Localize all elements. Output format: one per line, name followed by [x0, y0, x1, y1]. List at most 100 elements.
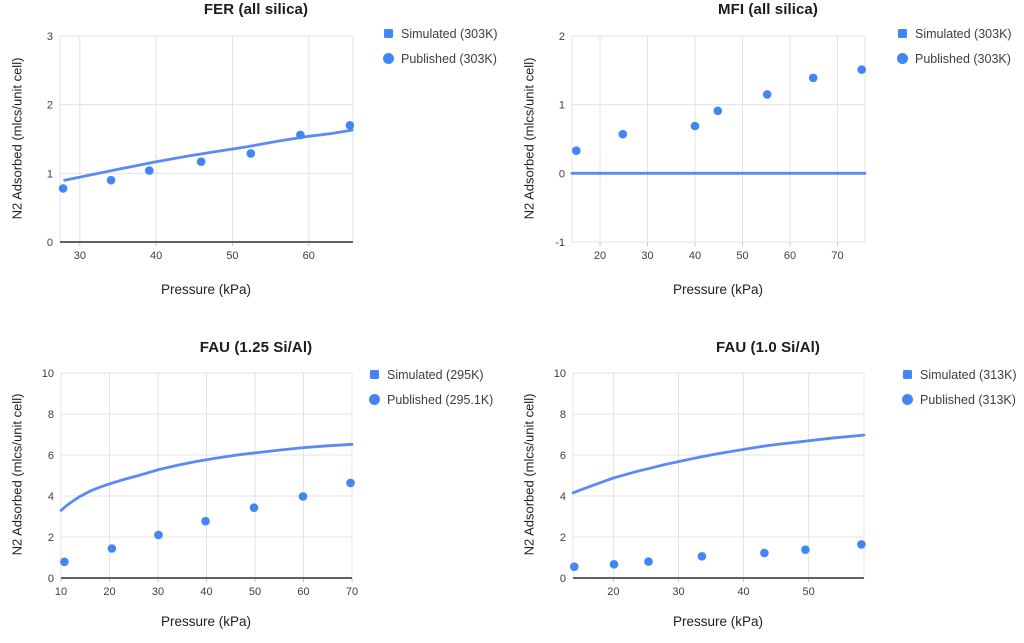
simulated-line — [63, 128, 354, 182]
circle-marker-icon — [383, 53, 394, 64]
chart-title: FER (all silica) — [203, 1, 309, 18]
chart-title: MFI (all silica) — [718, 1, 818, 18]
legend-item-published: Published (303K) — [897, 49, 1012, 68]
published-point — [801, 545, 810, 554]
y-tick-label: -1 — [555, 237, 565, 249]
x-tick-label: 50 — [736, 250, 748, 262]
published-point — [857, 540, 866, 549]
y-tick-label: 0 — [559, 168, 565, 180]
x-tick-label: 60 — [784, 250, 796, 262]
published-point — [346, 478, 355, 488]
x-tick-label: 60 — [297, 586, 309, 598]
published-point — [697, 552, 707, 561]
published-point — [154, 530, 163, 540]
simulated-line — [571, 433, 866, 495]
y-tick-label: 1 — [559, 100, 565, 112]
x-tick-label: 10 — [55, 586, 67, 598]
legend-label: Simulated (303K) — [401, 26, 498, 41]
published-point — [107, 544, 117, 553]
legend-label: Published (313K) — [920, 392, 1016, 407]
x-tick-label: 70 — [831, 250, 843, 262]
y-tick-label: 0 — [560, 573, 566, 585]
legend-item-simulated: Simulated (303K) — [897, 24, 1012, 43]
x-axis-title: Pressure (kPa) — [160, 282, 252, 297]
published-point — [760, 548, 769, 558]
x-axis-title: Pressure (kPa) — [672, 614, 764, 629]
legend-label: Simulated (313K) — [920, 367, 1017, 382]
y-tick-label: 4 — [560, 491, 566, 503]
published-point — [58, 184, 68, 193]
y-tick-label: 8 — [560, 409, 566, 421]
legend-label: Published (303K) — [915, 51, 1011, 66]
published-point — [762, 90, 772, 99]
x-tick-label: 30 — [74, 250, 86, 262]
published-point — [196, 157, 206, 166]
published-point — [345, 121, 355, 130]
x-tick-label: 30 — [152, 586, 164, 598]
chart-fau-125: FAU (1.25 Si/Al) N2 Adsorbed (mlcs/unit … — [0, 320, 512, 643]
published-point — [60, 557, 69, 567]
plot-area: 20 30 40 50 0 2 4 6 8 10 — [554, 368, 866, 598]
square-marker-icon — [370, 370, 379, 379]
plot-area: 20 30 40 50 60 70 -1 0 1 2 — [555, 31, 867, 262]
published-point — [570, 562, 579, 571]
published-point — [857, 65, 866, 74]
legend-item-published: Published (303K) — [383, 49, 498, 68]
published-point — [609, 560, 619, 569]
x-tick-label: 40 — [200, 586, 212, 598]
y-tick-label: 0 — [48, 573, 54, 585]
published-point — [298, 492, 308, 501]
x-tick-label: 60 — [303, 250, 315, 262]
published-point — [296, 130, 305, 140]
chart-mfi: MFI (all silica) N2 Adsorbed (mlcs/unit … — [512, 0, 1024, 320]
x-tick-label: 20 — [103, 586, 115, 598]
circle-marker-icon — [897, 53, 908, 64]
y-tick-label: 4 — [48, 491, 54, 503]
square-marker-icon — [898, 29, 907, 38]
legend-item-published: Published (313K) — [902, 390, 1017, 409]
x-tick-label: 20 — [607, 586, 619, 598]
chart-title: FAU (1.0 Si/Al) — [715, 339, 821, 356]
legend: Simulated (313K) Published (313K) — [902, 365, 1017, 409]
legend-item-simulated: Simulated (295K) — [369, 365, 493, 384]
x-axis-title: Pressure (kPa) — [672, 282, 764, 297]
circle-marker-icon — [369, 394, 380, 405]
y-tick-label: 1 — [47, 168, 53, 180]
y-tick-label: 6 — [48, 450, 54, 462]
published-point — [106, 175, 116, 185]
plot-area: 30 40 50 60 0 1 2 3 — [47, 31, 355, 262]
x-tick-label: 40 — [689, 250, 701, 262]
legend-item-published: Published (295.1K) — [369, 390, 493, 409]
y-tick-label: 2 — [47, 100, 53, 112]
x-axis-title: Pressure (kPa) — [160, 614, 252, 629]
y-tick-label: 8 — [48, 409, 54, 421]
chart-title: FAU (1.25 Si/Al) — [199, 339, 313, 356]
square-marker-icon — [903, 370, 912, 379]
published-point — [690, 121, 700, 131]
legend-label: Simulated (295K) — [387, 367, 484, 382]
y-tick-label: 6 — [560, 450, 566, 462]
published-point — [713, 106, 723, 116]
x-tick-label: 40 — [737, 586, 749, 598]
legend: Simulated (303K) Published (303K) — [383, 24, 498, 68]
y-tick-label: 0 — [47, 237, 53, 249]
legend: Simulated (303K) Published (303K) — [897, 24, 1012, 68]
y-tick-label: 2 — [559, 31, 565, 43]
published-point — [201, 516, 210, 526]
legend-item-simulated: Simulated (303K) — [383, 24, 498, 43]
x-tick-label: 50 — [226, 250, 238, 262]
published-point — [808, 73, 818, 83]
legend-label: Simulated (303K) — [915, 26, 1012, 41]
x-tick-label: 30 — [641, 250, 653, 262]
legend-label: Published (295.1K) — [387, 392, 494, 407]
published-point — [249, 503, 259, 512]
y-tick-label: 2 — [560, 532, 566, 544]
published-point — [246, 149, 256, 158]
legend: Simulated (295K) Published (295.1K) — [369, 365, 493, 409]
x-tick-label: 20 — [594, 250, 606, 262]
legend-label: Published (303K) — [401, 51, 497, 66]
x-tick-label: 40 — [150, 250, 162, 262]
simulated-line — [59, 442, 354, 512]
published-point — [572, 146, 581, 155]
